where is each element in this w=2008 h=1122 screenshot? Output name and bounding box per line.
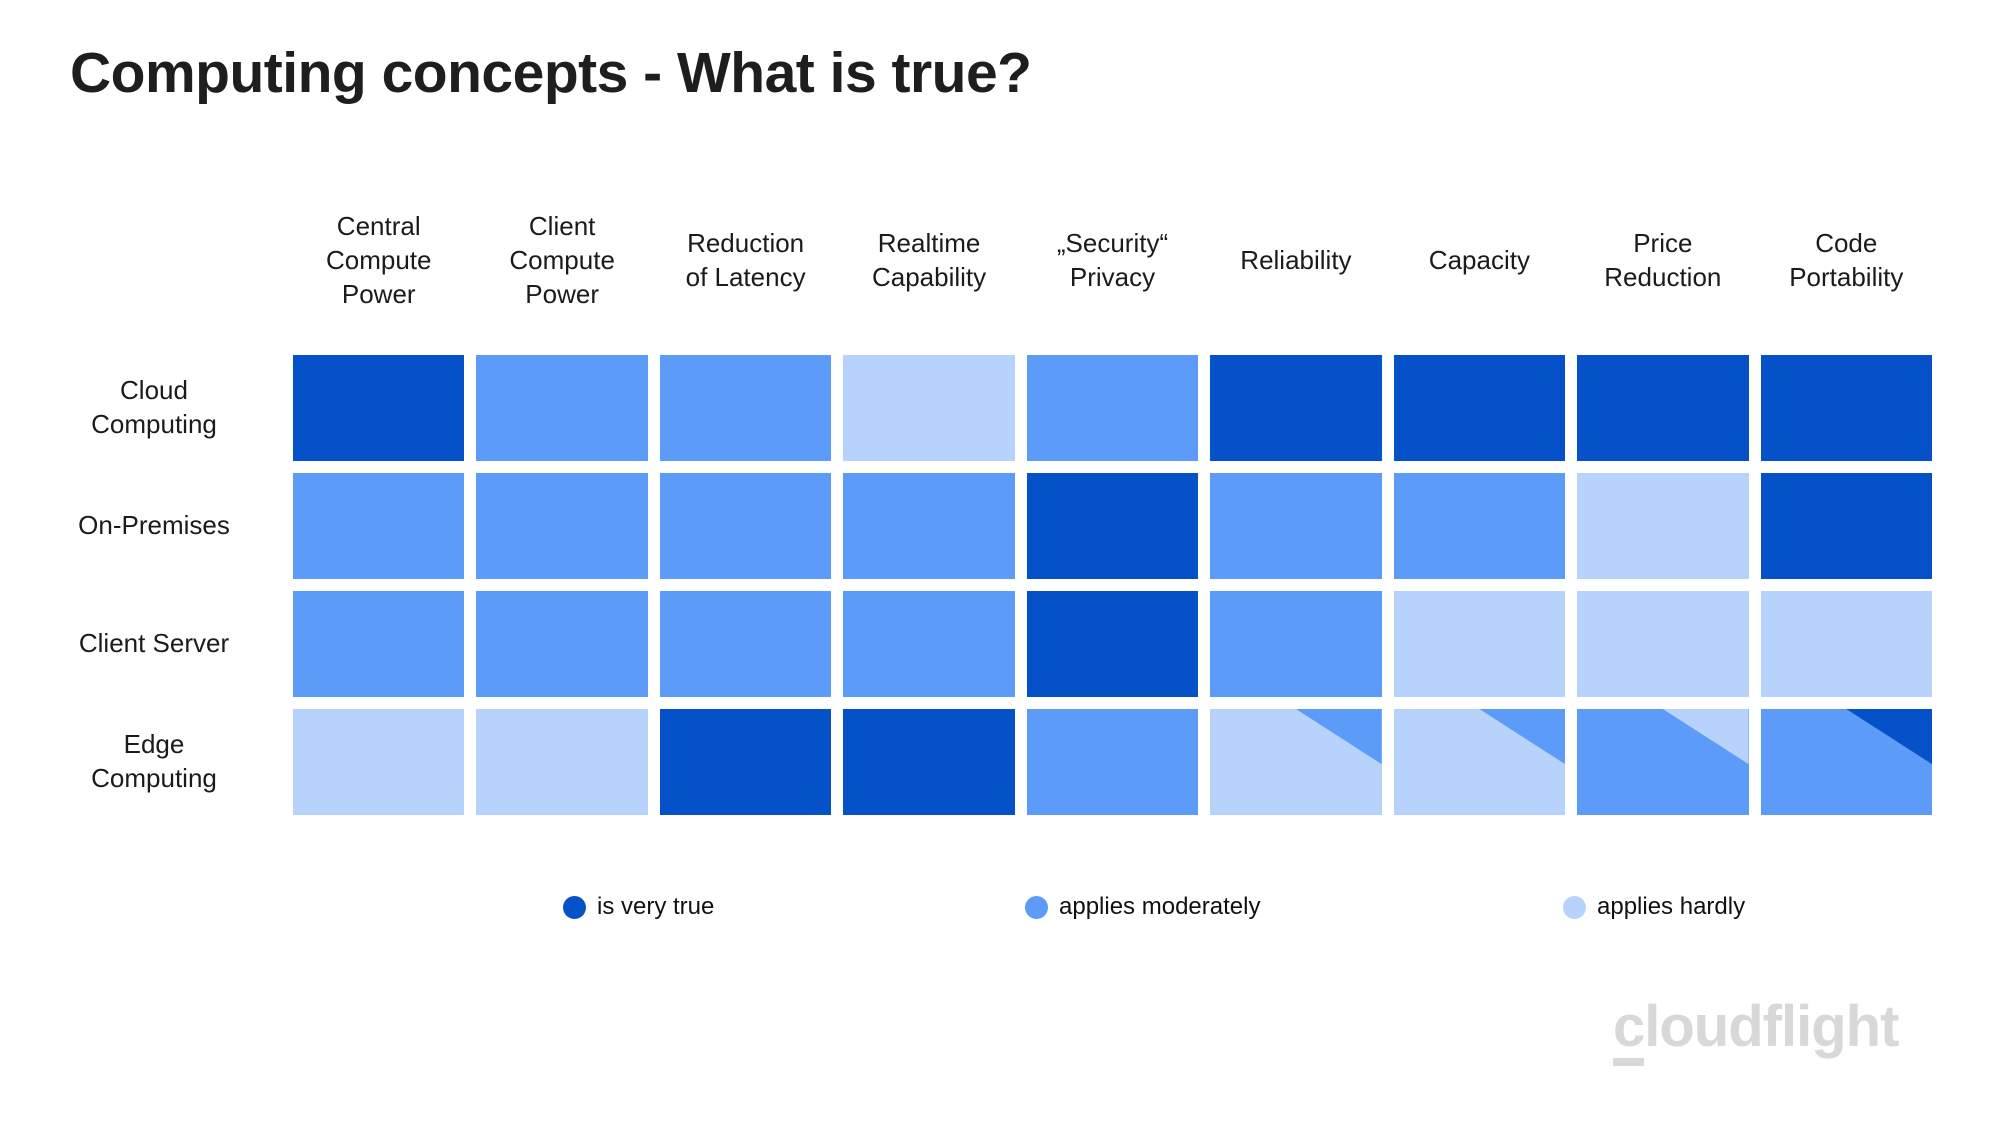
legend-label: applies moderately bbox=[1059, 893, 1261, 920]
legend-dot-hardly-icon bbox=[1563, 895, 1586, 919]
matrix-cell bbox=[659, 355, 832, 461]
logo-rest: loudflight bbox=[1644, 994, 1899, 1059]
matrix-cell bbox=[1577, 473, 1749, 579]
matrix-cell bbox=[843, 709, 1015, 815]
matrix-cell bbox=[843, 591, 1015, 697]
matrix-cell bbox=[1393, 591, 1566, 697]
row-label: Cloud Computing bbox=[91, 375, 217, 439]
matrix-cell bbox=[1210, 355, 1382, 461]
matrix-cell bbox=[843, 473, 1015, 579]
matrix-cell bbox=[1026, 473, 1199, 579]
matrix-cell bbox=[476, 473, 648, 579]
legend-dot-very-icon bbox=[563, 895, 586, 919]
matrix-cell bbox=[843, 355, 1015, 461]
matrix-cell bbox=[659, 591, 832, 697]
legend-item: is very true bbox=[563, 893, 714, 921]
legend-item: applies hardly bbox=[1563, 893, 1745, 921]
legend-dot-moderate-icon bbox=[1025, 895, 1048, 919]
matrix-cell bbox=[1577, 591, 1749, 697]
matrix-grid bbox=[293, 355, 1932, 821]
matrix-cell bbox=[476, 355, 648, 461]
column-header: Reduction of Latency bbox=[685, 227, 806, 292]
matrix-cell bbox=[293, 591, 465, 697]
matrix-cell bbox=[293, 709, 465, 815]
legend-item: applies moderately bbox=[1025, 893, 1260, 921]
column-header: Client Compute Power bbox=[509, 210, 615, 310]
matrix-cell bbox=[1210, 709, 1382, 815]
column-header: Code Portability bbox=[1789, 227, 1904, 292]
matrix-cell bbox=[476, 591, 648, 697]
column-header: Realtime Capability bbox=[871, 227, 987, 292]
row-label: On-Premises bbox=[78, 510, 230, 541]
column-header: Central Compute Power bbox=[325, 210, 432, 310]
matrix-cell bbox=[1760, 473, 1932, 579]
matrix-cell bbox=[293, 473, 465, 579]
row-labels: Cloud Computing On-Premises Client Server E… bbox=[28, 355, 280, 821]
matrix-cell bbox=[659, 473, 832, 579]
legend-label: is very true bbox=[597, 893, 715, 920]
column-header: Reliability bbox=[1240, 244, 1352, 275]
corner-triangle bbox=[1295, 709, 1382, 765]
matrix-cell bbox=[1210, 473, 1382, 579]
matrix-cell bbox=[1026, 355, 1199, 461]
matrix-cell bbox=[1577, 355, 1749, 461]
corner-triangle bbox=[1479, 709, 1566, 765]
matrix-cell bbox=[1760, 709, 1932, 815]
column-header: „Security“ Privacy bbox=[1056, 227, 1169, 292]
column-headers: Central Compute Power Client Compute Powe… bbox=[293, 188, 1932, 332]
matrix-cell bbox=[1393, 355, 1566, 461]
matrix-cell bbox=[1026, 591, 1199, 697]
matrix-cell bbox=[1760, 591, 1932, 697]
corner-triangle bbox=[1662, 709, 1749, 765]
matrix-cell bbox=[476, 709, 648, 815]
cloudflight-logo: cloudflight bbox=[1613, 993, 1899, 1066]
column-header: Price Reduction bbox=[1604, 227, 1722, 292]
legend-label: applies hardly bbox=[1597, 893, 1746, 920]
row-label: Client Server bbox=[78, 628, 230, 659]
matrix-cell bbox=[1393, 709, 1566, 815]
column-header: Capacity bbox=[1428, 244, 1530, 275]
matrix-cell bbox=[293, 355, 465, 461]
matrix-cell bbox=[1760, 355, 1932, 461]
matrix-cell bbox=[1026, 709, 1199, 815]
matrix-cell bbox=[1210, 591, 1382, 697]
row-label: Edge Computing bbox=[91, 729, 217, 793]
page-title: Computing concepts - What is true? bbox=[70, 41, 1032, 105]
matrix-cell bbox=[659, 709, 832, 815]
matrix-cell bbox=[1577, 709, 1749, 815]
corner-triangle bbox=[1846, 709, 1932, 765]
logo-first-letter: c bbox=[1613, 996, 1645, 1066]
matrix-cell bbox=[1393, 473, 1566, 579]
